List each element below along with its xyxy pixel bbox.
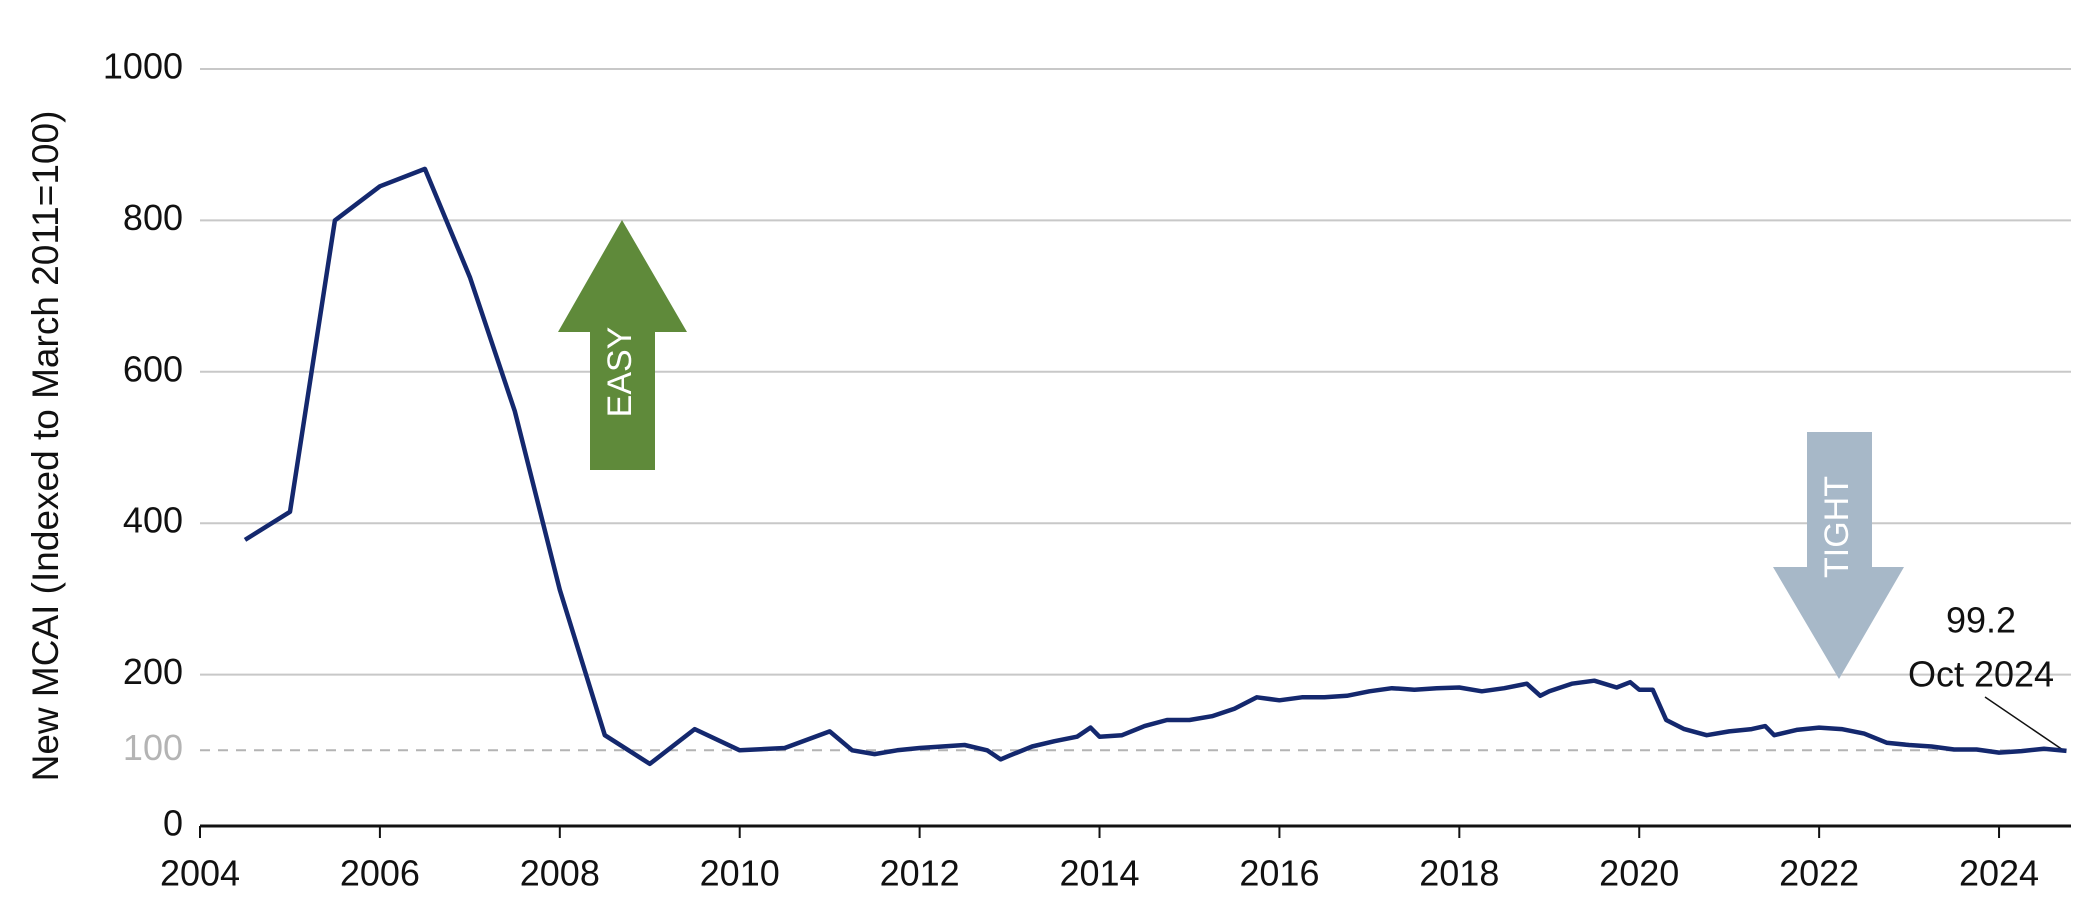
x-tick-label: 2006 bbox=[340, 853, 420, 894]
x-tick-label: 2024 bbox=[1959, 853, 2039, 894]
y-tick-label: 800 bbox=[123, 197, 183, 238]
y-axis-title: New MCAI (Indexed to March 2011=100) bbox=[25, 111, 66, 782]
y-tick-label: 100 bbox=[123, 727, 183, 768]
x-tick-label: 2014 bbox=[1059, 853, 1139, 894]
x-tick-label: 2004 bbox=[160, 853, 240, 894]
last-date-label: Oct 2024 bbox=[1908, 654, 2054, 695]
series-line bbox=[243, 166, 2067, 767]
x-tick-label: 2008 bbox=[520, 853, 600, 894]
y-tick-label: 200 bbox=[123, 651, 183, 692]
x-tick-label: 2010 bbox=[700, 853, 780, 894]
last-value-label: 99.2 bbox=[1946, 600, 2016, 641]
y-tick-label: 400 bbox=[123, 500, 183, 541]
y-tick-label: 1000 bbox=[103, 46, 183, 87]
y-tick-label: 600 bbox=[123, 348, 183, 389]
y-tick-label: 0 bbox=[163, 803, 183, 844]
x-tick-label: 2012 bbox=[880, 853, 960, 894]
easy-arrow bbox=[558, 220, 687, 470]
x-tick-label: 2020 bbox=[1599, 853, 1679, 894]
tight-label: TIGHT bbox=[1818, 476, 1856, 578]
x-tick-label: 2016 bbox=[1239, 853, 1319, 894]
x-tick-label: 2022 bbox=[1779, 853, 1859, 894]
easy-label: EASY bbox=[601, 327, 639, 418]
tight-arrow bbox=[1773, 432, 1904, 679]
leader-line bbox=[1984, 696, 2064, 751]
x-tick-label: 2018 bbox=[1419, 853, 1499, 894]
